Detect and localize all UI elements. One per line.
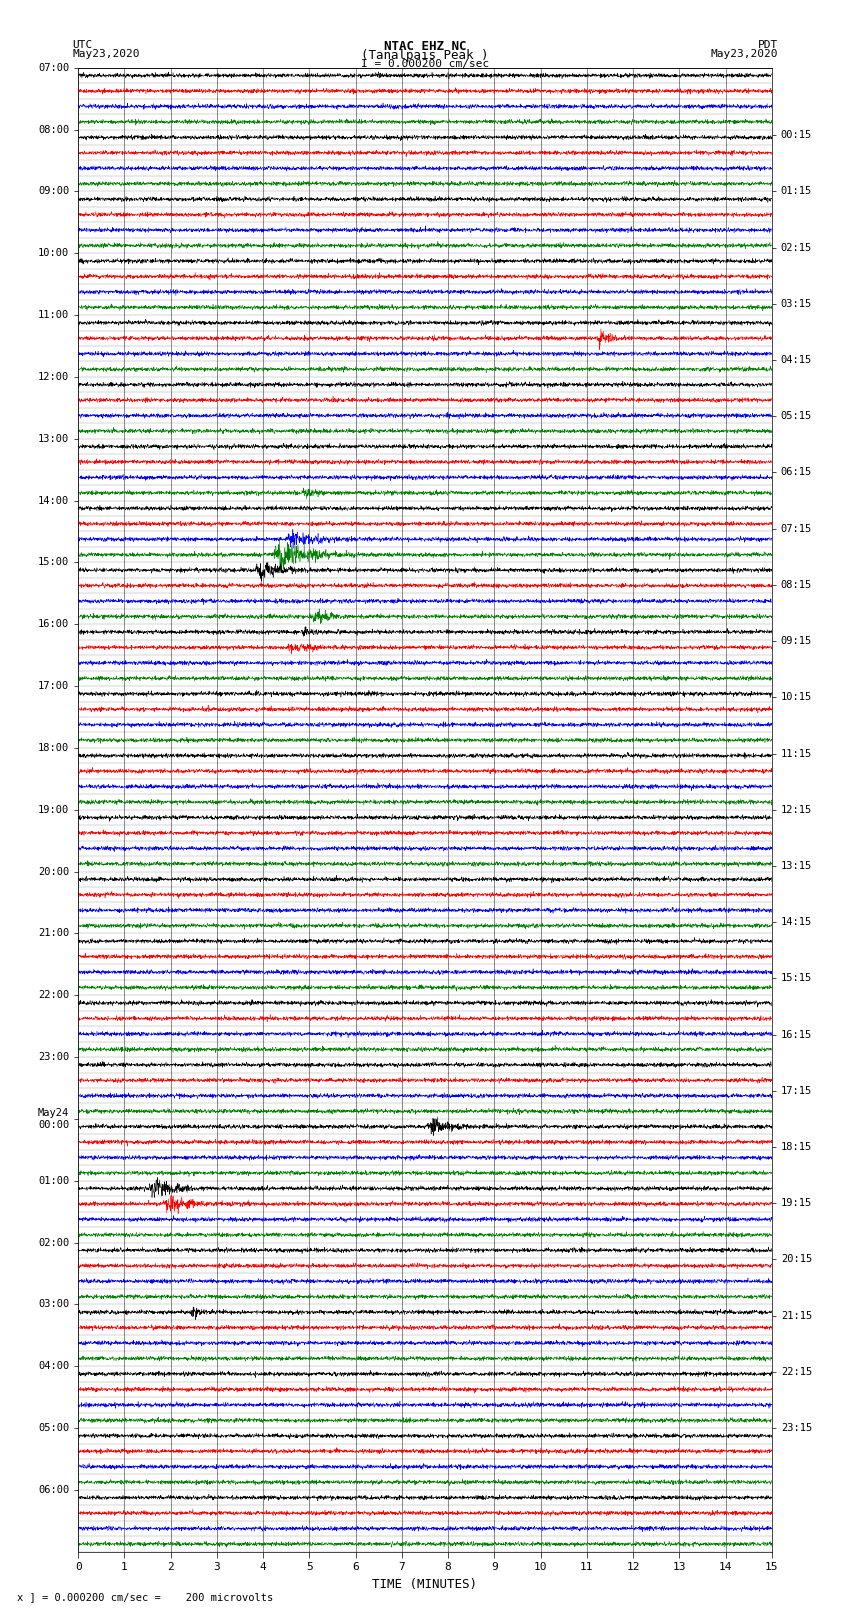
Text: UTC: UTC bbox=[72, 39, 93, 50]
Text: May23,2020: May23,2020 bbox=[72, 50, 139, 60]
Text: PDT: PDT bbox=[757, 39, 778, 50]
X-axis label: TIME (MINUTES): TIME (MINUTES) bbox=[372, 1578, 478, 1590]
Text: May23,2020: May23,2020 bbox=[711, 50, 778, 60]
Text: x ] = 0.000200 cm/sec =    200 microvolts: x ] = 0.000200 cm/sec = 200 microvolts bbox=[17, 1592, 273, 1602]
Text: (Tanalpais Peak ): (Tanalpais Peak ) bbox=[361, 50, 489, 63]
Text: NTAC EHZ NC: NTAC EHZ NC bbox=[383, 39, 467, 53]
Text: I = 0.000200 cm/sec: I = 0.000200 cm/sec bbox=[361, 58, 489, 69]
